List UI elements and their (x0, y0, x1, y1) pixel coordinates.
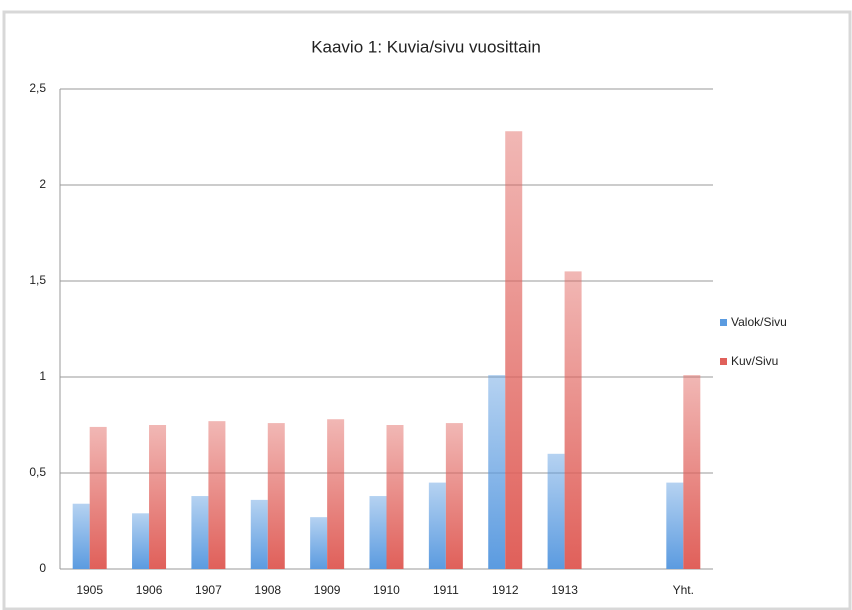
bar (683, 375, 701, 569)
bar (666, 482, 684, 569)
bar (267, 423, 285, 569)
x-tick-label: 1908 (254, 583, 281, 597)
x-tick-label: Yht. (673, 583, 694, 597)
bar (310, 517, 328, 569)
bar (327, 419, 345, 569)
x-tick-label: 1905 (76, 583, 103, 597)
bar (445, 423, 463, 569)
chart-frame (2, 10, 852, 610)
bar (386, 425, 404, 569)
legend-label: Valok/Sivu (731, 315, 787, 329)
bar (149, 425, 167, 569)
bar (132, 513, 150, 569)
legend-swatch (720, 319, 727, 326)
bar (208, 421, 226, 569)
x-tick-label: 1906 (136, 583, 163, 597)
y-tick-label: 0 (39, 561, 46, 575)
bar (191, 496, 209, 569)
bar (547, 453, 565, 569)
bar (428, 482, 446, 569)
legend-swatch (720, 358, 727, 365)
y-tick-label: 2,5 (29, 81, 46, 95)
bar (488, 375, 506, 569)
y-tick-label: 0,5 (29, 465, 46, 479)
y-tick-label: 1,5 (29, 273, 46, 287)
bar (89, 426, 107, 569)
bar (369, 496, 387, 569)
x-tick-label: 1909 (314, 583, 341, 597)
x-tick-label: 1910 (373, 583, 400, 597)
y-tick-label: 1 (39, 369, 46, 383)
x-tick-label: 1913 (551, 583, 578, 597)
x-tick-label: 1911 (433, 583, 459, 597)
x-tick-label: 1907 (195, 583, 222, 597)
bar (564, 271, 582, 569)
bar (505, 131, 523, 570)
chart-title: Kaavio 1: Kuvia/sivu vuosittain (311, 37, 541, 56)
x-tick-label: 1912 (492, 583, 519, 597)
legend-label: Kuv/Sivu (731, 354, 778, 368)
bar (72, 503, 90, 569)
bar (250, 499, 268, 569)
y-tick-label: 2 (39, 177, 46, 191)
